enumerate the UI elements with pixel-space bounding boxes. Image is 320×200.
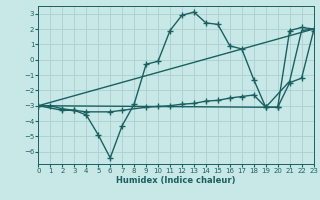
X-axis label: Humidex (Indice chaleur): Humidex (Indice chaleur) <box>116 176 236 185</box>
